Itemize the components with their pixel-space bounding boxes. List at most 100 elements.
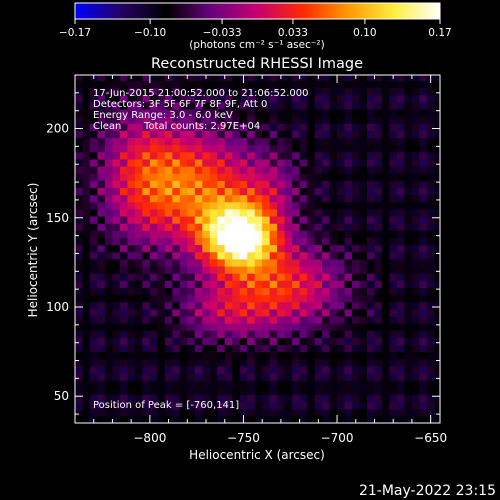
heatmap-cell [381, 415, 391, 423]
heatmap-cell [209, 380, 218, 388]
heatmap-cell [97, 244, 106, 253]
heatmap-cell [149, 401, 158, 410]
x-tick-label: −650 [414, 431, 447, 445]
heatmap-cell [164, 380, 173, 388]
heatmap-cell [239, 401, 248, 410]
heatmap-cell [224, 330, 233, 338]
heatmap-cell [277, 137, 286, 146]
colorbar: −0.17 −0.10 −0.033 0.033 0.10 0.17 (photons c… [59, 2, 452, 51]
heatmap-cell [299, 201, 308, 210]
heatmap-cell [284, 394, 293, 403]
colorbar-tick-label: 0.10 [353, 27, 376, 39]
heatmap-cell [277, 408, 286, 417]
heatmap-cell [352, 187, 361, 196]
heatmap-cell [411, 337, 421, 346]
heatmap-cell [352, 180, 361, 189]
heatmap-cell [89, 373, 99, 381]
heatmap-cell [322, 75, 331, 81]
heatmap-cell [172, 380, 181, 388]
heatmap-cell [239, 237, 248, 246]
heatmap-cell [254, 287, 263, 296]
heatmap-cell [329, 208, 338, 217]
heatmap-cell [284, 244, 293, 253]
heatmap-cell [172, 201, 181, 210]
heatmap-cell [232, 401, 241, 410]
heatmap-cell [247, 101, 256, 110]
heatmap-cell [239, 301, 248, 310]
heatmap-cell [329, 87, 338, 96]
heatmap-cell [359, 258, 368, 267]
heatmap-cell [322, 330, 331, 338]
heatmap-cell [89, 208, 99, 217]
heatmap-cell [194, 280, 203, 288]
heatmap-cell [426, 387, 435, 396]
heatmap-cell [187, 280, 196, 288]
heatmap-cell [352, 137, 361, 146]
heatmap-cell [404, 244, 413, 253]
heatmap-cell [209, 75, 218, 81]
heatmap-cell [404, 130, 413, 139]
heatmap-cell [404, 201, 413, 210]
heatmap-cell [299, 380, 308, 388]
heatmap-cell [127, 287, 136, 296]
heatmap-cell [269, 387, 278, 396]
heatmap-cell [112, 301, 121, 310]
heatmap-cell [179, 237, 188, 246]
annotation-block: 17-Jun-2015 21:00:52.000 to 21:06:52.000… [93, 88, 309, 411]
heatmap-cell [149, 166, 158, 174]
heatmap-cell [202, 294, 211, 303]
heatmap-cell [104, 80, 114, 89]
heatmap-cell [322, 358, 331, 367]
heatmap-cell [239, 87, 248, 96]
heatmap-cell [187, 344, 196, 353]
heatmap-cell [164, 208, 173, 217]
heatmap-cell [269, 230, 278, 238]
heatmap-cell [359, 315, 368, 324]
heatmap-cell [209, 301, 218, 310]
heatmap-cell [307, 230, 316, 238]
heatmap-cell [314, 215, 323, 224]
heatmap-cell [149, 358, 158, 367]
heatmap-cell [314, 201, 323, 210]
heatmap-cell [404, 308, 413, 317]
heatmap-cell [299, 387, 308, 396]
heatmap-cell [411, 330, 421, 338]
heatmap-cell [277, 215, 286, 224]
heatmap-cell [247, 158, 256, 167]
heatmap-cell [202, 137, 211, 146]
heatmap-cell [232, 273, 241, 281]
heatmap-cell [322, 251, 331, 260]
heatmap-cell [344, 230, 353, 238]
heatmap-cell [202, 244, 211, 253]
heatmap-cell [194, 116, 203, 124]
heatmap-cell [232, 94, 241, 103]
heatmap-cell [359, 273, 368, 281]
heatmap-cell [277, 101, 286, 110]
heatmap-cell [97, 108, 106, 117]
heatmap-cell [127, 315, 136, 324]
heatmap-cell [119, 394, 129, 403]
heatmap-cell [104, 337, 114, 346]
heatmap-cell [389, 123, 398, 131]
heatmap-cell [277, 230, 286, 238]
heatmap-cell [329, 187, 338, 196]
heatmap-cell [367, 123, 376, 131]
heatmap-cell [127, 365, 136, 374]
heatmap-cell [419, 80, 428, 89]
heatmap-cell [112, 130, 121, 139]
heatmap-cell [179, 401, 188, 410]
heatmap-cell [329, 301, 338, 310]
footer-date: 21-May-2022 23:15 [359, 483, 496, 499]
heatmap-cell [292, 344, 301, 353]
heatmap-cell [157, 87, 166, 96]
heatmap-cell [247, 237, 256, 246]
heatmap-cell [164, 323, 173, 331]
heatmap-cell [374, 108, 383, 117]
heatmap-cell [75, 380, 84, 388]
heatmap-cell [134, 365, 143, 374]
heatmap-cell [269, 330, 278, 338]
heatmap-cell [396, 237, 406, 246]
heatmap-cell [359, 151, 368, 160]
heatmap-cell [89, 94, 99, 103]
heatmap-cell [419, 344, 428, 353]
